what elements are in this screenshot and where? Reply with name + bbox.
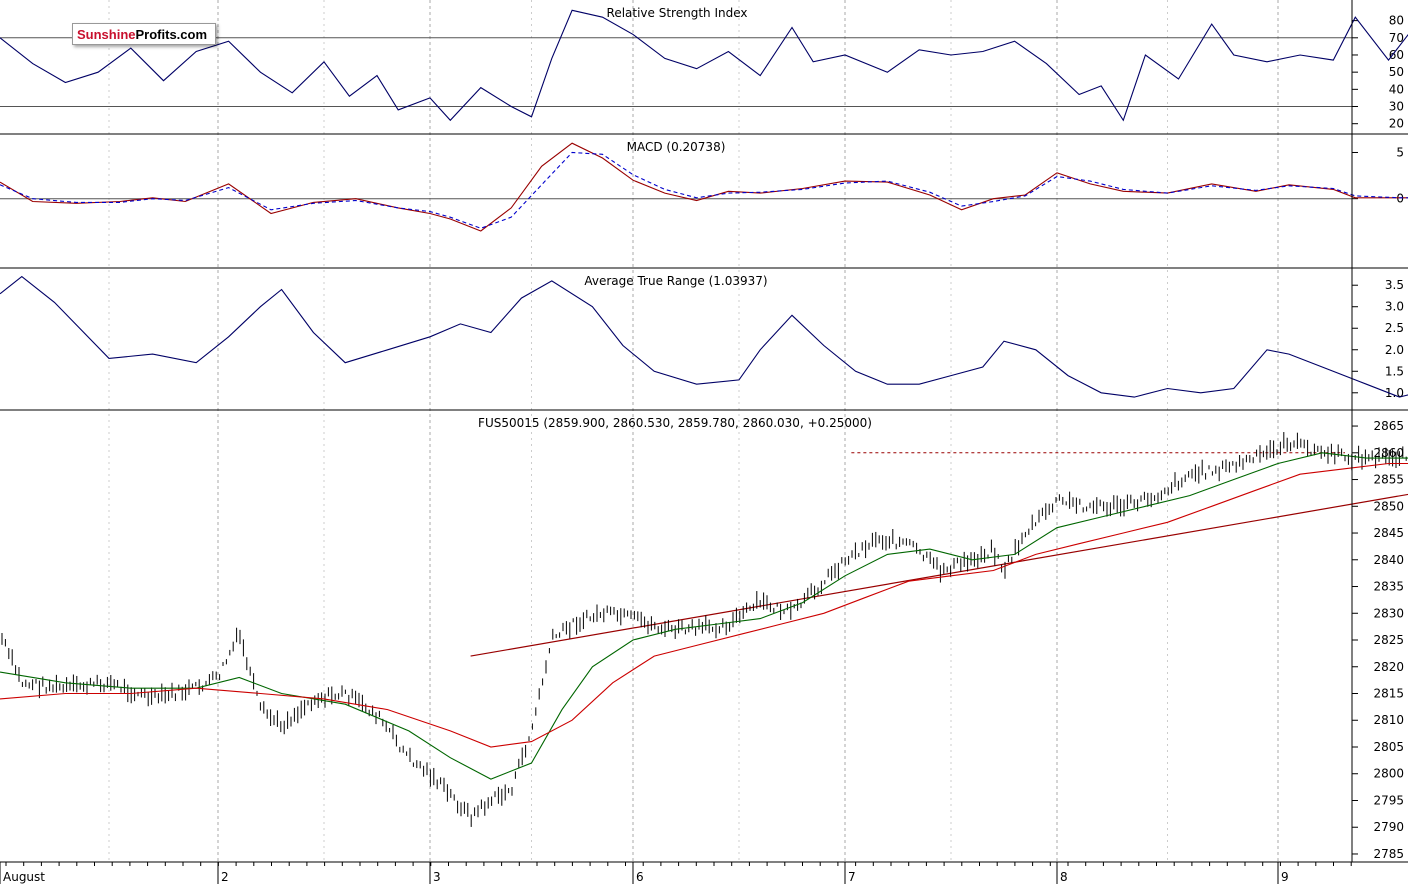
y-tick-label: 3.5 <box>1385 278 1404 292</box>
y-tick-label: 40 <box>1389 82 1404 96</box>
x-tick-label: 6 <box>636 870 644 884</box>
panel-title: MACD (0.20738) <box>627 140 726 154</box>
y-tick-label: 2805 <box>1373 740 1404 754</box>
y-tick-label: 50 <box>1389 65 1404 79</box>
x-tick-label: 2 <box>221 870 229 884</box>
y-tick-label: 2835 <box>1373 580 1404 594</box>
y-tick-label: 2825 <box>1373 633 1404 647</box>
y-tick-label: 1.5 <box>1385 364 1404 378</box>
y-tick-label: 5 <box>1396 145 1404 159</box>
panel-title: Average True Range (1.03937) <box>584 274 767 288</box>
y-tick-label: 2.5 <box>1385 321 1404 335</box>
y-tick-label: 80 <box>1389 14 1404 28</box>
series-line-rsi-0 <box>0 9 1408 122</box>
y-tick-label: 2820 <box>1373 660 1404 674</box>
y-tick-label: 2830 <box>1373 606 1404 620</box>
y-tick-label: 2865 <box>1373 419 1404 433</box>
panel-title: FUS50015 (2859.900, 2860.530, 2859.780, … <box>478 416 872 430</box>
x-tick-label: 7 <box>848 870 856 884</box>
y-tick-label: 2785 <box>1373 847 1404 861</box>
y-tick-label: 2.0 <box>1385 343 1404 357</box>
logo-text-profits: Profits.com <box>135 26 208 42</box>
y-tick-label: 2850 <box>1373 499 1404 513</box>
y-tick-label: 3.0 <box>1385 300 1404 314</box>
y-tick-label: 2845 <box>1373 526 1404 540</box>
series-line-atr-0 <box>0 275 1408 398</box>
series-line-price-2 <box>0 462 1408 748</box>
y-tick-label: 0 <box>1396 192 1404 206</box>
panel-title: Relative Strength Index <box>607 6 748 20</box>
y-tick-label: 30 <box>1389 100 1404 114</box>
y-tick-label: 2790 <box>1373 820 1404 834</box>
y-tick-label: 60 <box>1389 48 1404 62</box>
y-tick-label: 1.0 <box>1385 386 1404 400</box>
y-tick-label: 70 <box>1389 31 1404 45</box>
y-tick-label: 2810 <box>1373 713 1404 727</box>
y-tick-label: 2795 <box>1373 793 1404 807</box>
y-tick-label: 2800 <box>1373 767 1404 781</box>
series-line-macd-1 <box>0 151 1408 229</box>
x-tick-label: August <box>3 870 45 884</box>
x-tick-label: 3 <box>433 870 441 884</box>
y-tick-label: 20 <box>1389 117 1404 131</box>
sunshine-profits-logo[interactable]: Sunshine Profits.com <box>72 23 217 45</box>
y-tick-label: 2855 <box>1373 473 1404 487</box>
logo-text-sunshine: Sunshine <box>77 26 136 42</box>
y-tick-label: 2815 <box>1373 687 1404 701</box>
x-tick-label: 9 <box>1281 870 1289 884</box>
x-tick-label: 8 <box>1060 870 1068 884</box>
series-line-price-1 <box>0 452 1408 780</box>
series-line-macd-0 <box>0 142 1408 232</box>
y-tick-label: 2840 <box>1373 553 1404 567</box>
support-trendline <box>470 493 1408 657</box>
